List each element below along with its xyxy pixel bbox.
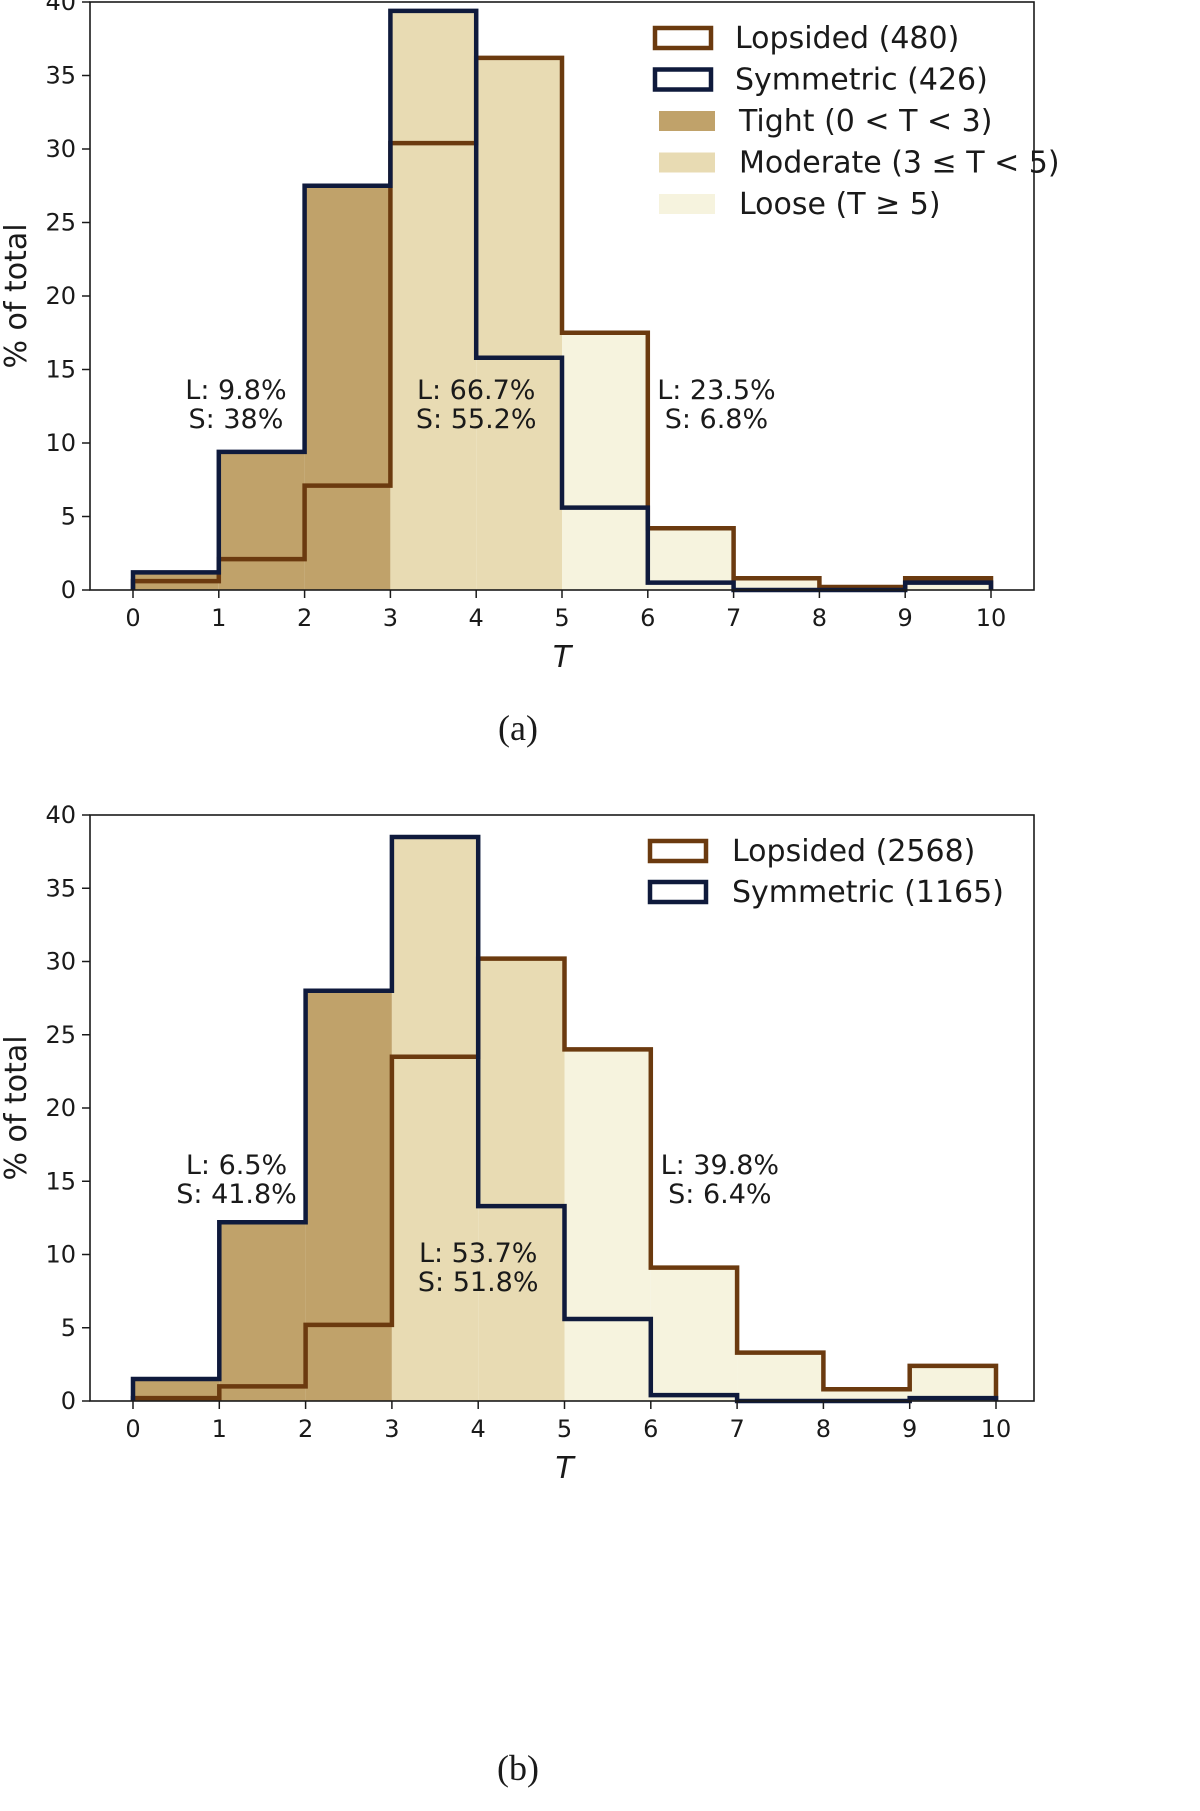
x-tick-label: 1 [212,1415,227,1443]
series-step-lopsided [130,55,994,590]
series-step-lopsided [130,956,999,1401]
y-tick-label: 35 [45,62,76,90]
x-tick-label: 4 [471,1415,486,1443]
region-fill-bin-8 [823,1389,910,1401]
y-tick-label: 20 [45,1094,76,1122]
region-annotation-1-line-1: S: 51.8% [418,1267,539,1298]
x-tick-label: 9 [898,604,913,632]
region-annotation-1-line-0: L: 66.7% [417,375,536,406]
y-tick-label: 5 [61,503,76,531]
region-annotation-0-line-1: S: 38% [189,404,284,435]
region-fill-bin-6 [647,528,734,590]
region-fill-bin-9 [909,1365,996,1401]
region-fill-bin-7 [737,1352,824,1401]
x-axis-label: T [553,640,574,675]
region-fill-bin-1 [219,1222,306,1401]
x-tick-label: 6 [643,1415,658,1443]
x-tick-label: 3 [383,604,398,632]
y-tick-label: 15 [45,356,76,384]
region-fill-bin-2 [305,990,392,1401]
legend-swatch-fill [659,152,715,173]
legend-label: Tight (0 < T < 3) [738,104,992,139]
x-tick-label: 9 [902,1415,917,1443]
y-tick-label: 40 [45,801,76,829]
legend-label: Lopsided (2568) [732,834,975,869]
region-fill-bin-3 [391,836,479,1401]
legend-swatch-fill [659,111,715,131]
x-tick-label: 7 [726,604,741,632]
y-tick-label: 15 [45,1167,76,1195]
x-tick-label: 8 [816,1415,831,1443]
x-tick-label: 3 [384,1415,399,1443]
y-tick-label: 40 [45,0,76,16]
x-tick-label: 0 [125,1415,140,1443]
x-tick-label: 5 [557,1415,572,1443]
legend-swatch-outline [652,25,714,51]
region-fill-bin-7 [733,578,820,590]
region-annotation-2-line-1: S: 6.4% [668,1179,771,1210]
legend-swatch-outline [647,879,709,905]
region-annotation-2-line-1: S: 6.8% [665,404,768,435]
x-tick-label: 8 [812,604,827,632]
legend-label: Symmetric (1165) [732,875,1004,910]
y-tick-label: 10 [45,429,76,457]
legend-swatch-fill [659,194,715,214]
panel-caption: (b) [497,1748,539,1788]
x-tick-label: 2 [298,1415,313,1443]
panel-a: 0 1 2 3 4 5 6 7 8 9 10 0 5 10 15 20 25 30 35 40 T % of total L… [0,0,1060,748]
legend-label: Lopsided (480) [735,21,959,56]
region-fill-bin-2 [304,185,391,590]
legend-label: Symmetric (426) [735,63,988,98]
x-tick-label: 10 [981,1415,1012,1443]
region-annotation-2-line-0: L: 23.5% [657,375,776,406]
y-tick-label: 30 [45,135,76,163]
x-tick-label: 5 [554,604,569,632]
region-annotation-2-line-0: L: 39.8% [661,1150,780,1181]
legend-label: Moderate (3 ≤ T < 5) [739,146,1060,181]
y-tick-label: 30 [45,948,76,976]
region-fill-bin-4 [478,958,565,1401]
region-fill-bin-0 [133,1379,220,1401]
legend-swatch-outline [652,67,714,92]
region-annotation-0-line-0: L: 6.5% [186,1150,287,1181]
x-tick-label: 0 [125,604,140,632]
legend-swatch-outline [647,838,709,864]
region-fill-bin-4 [476,57,562,591]
x-tick-label: 10 [976,604,1007,632]
y-tick-label: 25 [45,209,76,237]
x-tick-label: 7 [729,1415,744,1443]
region-annotation-1-line-1: S: 55.2% [416,404,537,435]
x-tick-label: 2 [297,604,312,632]
x-tick-label: 1 [211,604,226,632]
y-axis-label: % of total [0,223,34,368]
region-annotation-0-line-1: S: 41.8% [176,1179,297,1210]
x-axis-label: T [555,1451,576,1486]
region-annotation-0-line-0: L: 9.8% [185,375,286,406]
x-tick-label: 6 [640,604,655,632]
y-axis-label: % of total [0,1035,34,1180]
region-fill-bin-6 [650,1267,738,1401]
y-tick-label: 0 [61,576,76,604]
region-fill-bin-5 [562,332,648,590]
y-tick-label: 20 [45,282,76,310]
y-tick-label: 10 [45,1241,76,1269]
legend-label: Loose (T ≥ 5) [739,187,941,222]
y-tick-label: 0 [61,1387,76,1415]
region-fill-bin-1 [218,451,305,590]
y-tick-label: 35 [45,874,76,902]
x-tick-label: 4 [469,604,484,632]
y-tick-label: 25 [45,1021,76,1049]
panel-caption: (a) [498,708,538,748]
y-tick-label: 5 [61,1314,76,1342]
region-fill-bin-5 [564,1049,651,1401]
region-annotation-1-line-0: L: 53.7% [419,1238,538,1269]
panel-b: 0 1 2 3 4 5 6 7 8 9 10 0 5 10 15 20 25 30 35 40 T % of total L… [0,801,1035,1788]
region-fill-bin-3 [390,10,477,590]
